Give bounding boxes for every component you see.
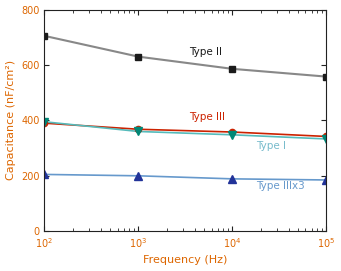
Y-axis label: Capacitance (nF/cm²): Capacitance (nF/cm²): [5, 60, 16, 180]
Text: Type II: Type II: [190, 47, 223, 57]
X-axis label: Frequency (Hz): Frequency (Hz): [143, 256, 227, 265]
Text: Type IIIx3: Type IIIx3: [256, 181, 305, 191]
Text: Type I: Type I: [256, 141, 286, 151]
Text: Type III: Type III: [190, 112, 225, 122]
